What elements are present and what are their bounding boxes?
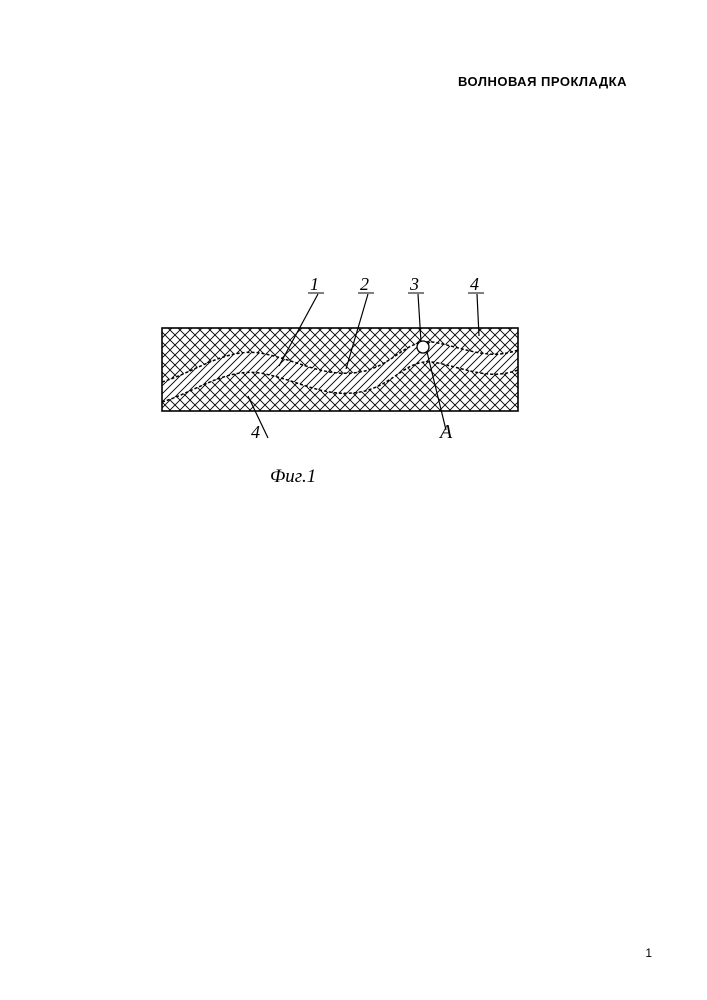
figure-caption: Фиг.1 [270, 466, 316, 488]
label-3: 3 [409, 274, 419, 294]
label-4-top: 4 [470, 274, 479, 294]
label-1: 1 [310, 274, 319, 294]
page-title: ВОЛНОВАЯ ПРОКЛАДКА [458, 74, 627, 89]
figure-svg: 1 2 3 4 4 А [150, 270, 530, 440]
figure-1: 1 2 3 4 4 А [150, 270, 530, 445]
label-2: 2 [360, 274, 369, 294]
page-number: 1 [645, 946, 652, 960]
label-A: А [438, 421, 453, 440]
page: ВОЛНОВАЯ ПРОКЛАДКА [0, 0, 707, 1000]
label-4-bottom: 4 [251, 422, 260, 440]
detail-A-circle [417, 341, 429, 353]
